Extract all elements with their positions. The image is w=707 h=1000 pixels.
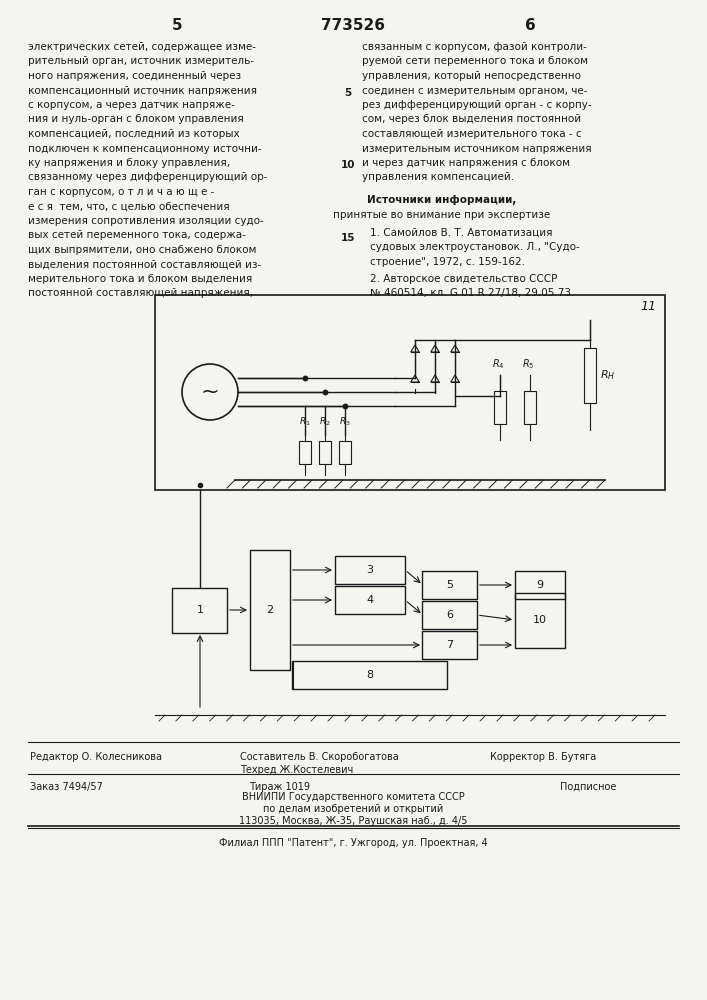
Text: с корпусом, а через датчик напряже-: с корпусом, а через датчик напряже- (28, 100, 235, 110)
Text: $R_5$: $R_5$ (522, 357, 534, 371)
Text: судовых электроустановок. Л., "Судо-: судовых электроустановок. Л., "Судо- (370, 242, 580, 252)
Text: рительный орган, источник измеритель-: рительный орган, источник измеритель- (28, 56, 254, 66)
Bar (250, 550, 290, 670)
Text: и через датчик напряжения с блоком: и через датчик напряжения с блоком (362, 158, 570, 168)
Bar (155, 295, 665, 490)
Text: 5: 5 (344, 88, 351, 98)
Text: Тираж 1019: Тираж 1019 (250, 782, 310, 792)
Bar (524, 391, 536, 424)
Bar (515, 592, 565, 648)
Text: Корректор В. Бутяга: Корректор В. Бутяга (490, 752, 596, 762)
Text: $R_1$: $R_1$ (299, 415, 311, 428)
Text: ния и нуль-орган с блоком управления: ния и нуль-орган с блоком управления (28, 114, 244, 124)
Text: сом, через блок выделения постоянной: сом, через блок выделения постоянной (362, 114, 581, 124)
Bar (335, 556, 405, 584)
Bar (515, 571, 565, 599)
Bar (494, 391, 506, 424)
Text: соединен с измерительным органом, че-: соединен с измерительным органом, че- (362, 86, 588, 96)
Text: Составитель В. Скоробогатова: Составитель В. Скоробогатова (240, 752, 399, 762)
Text: 15: 15 (341, 233, 355, 243)
Bar (423, 571, 477, 599)
Text: компенсационный источник напряжения: компенсационный источник напряжения (28, 86, 257, 96)
Text: принятые во внимание при экспертизе: принятые во внимание при экспертизе (334, 210, 551, 220)
Text: строение", 1972, с. 159-162.: строение", 1972, с. 159-162. (370, 257, 525, 267)
Text: Техред Ж.Костелевич: Техред Ж.Костелевич (240, 765, 354, 775)
Text: 5: 5 (172, 17, 182, 32)
Text: ~: ~ (201, 382, 219, 402)
Text: 10: 10 (341, 160, 355, 170)
Bar (423, 601, 477, 629)
Text: мерительного тока и блоком выделения: мерительного тока и блоком выделения (28, 274, 252, 284)
Text: руемой сети переменного тока и блоком: руемой сети переменного тока и блоком (362, 56, 588, 66)
Text: 6: 6 (525, 17, 535, 32)
Text: $R_H$: $R_H$ (600, 368, 615, 382)
Text: e с я  тем, что, с целью обеспечения: e с я тем, что, с целью обеспечения (28, 202, 230, 212)
Text: 7: 7 (446, 640, 454, 650)
Bar (335, 586, 405, 614)
Text: измерения сопротивления изоляции судо-: измерения сопротивления изоляции судо- (28, 216, 264, 226)
Text: 113035, Москва, Ж-35, Раушская наб., д. 4/5: 113035, Москва, Ж-35, Раушская наб., д. … (239, 816, 467, 826)
Text: связанным с корпусом, фазой контроли-: связанным с корпусом, фазой контроли- (362, 42, 587, 52)
Bar (293, 661, 448, 689)
Text: составляющей измерительного тока - с: составляющей измерительного тока - с (362, 129, 582, 139)
Text: 11: 11 (640, 300, 656, 313)
Text: № 460514, кл. G 01 R 27/18, 29.05.73.: № 460514, кл. G 01 R 27/18, 29.05.73. (370, 288, 574, 298)
Bar (173, 587, 228, 633)
Text: 1: 1 (197, 605, 204, 615)
Text: 4: 4 (366, 595, 373, 605)
Text: Подписное: Подписное (560, 782, 617, 792)
Text: Филиал ППП "Патент", г. Ужгород, ул. Проектная, 4: Филиал ППП "Патент", г. Ужгород, ул. Про… (218, 838, 487, 848)
Text: электрических сетей, содержащее изме-: электрических сетей, содержащее изме- (28, 42, 256, 52)
Text: выделения постоянной составляющей из-: выделения постоянной составляющей из- (28, 259, 262, 269)
Text: 5: 5 (447, 580, 453, 590)
Text: управления компенсацией.: управления компенсацией. (362, 172, 514, 182)
Text: постоянной составляющей напряжения,: постоянной составляющей напряжения, (28, 288, 253, 298)
Text: 2. Авторское свидетельство СССР: 2. Авторское свидетельство СССР (370, 273, 557, 284)
Bar (584, 348, 596, 402)
Bar (319, 441, 331, 464)
Text: $R_3$: $R_3$ (339, 415, 351, 428)
Text: щих выпрямители, оно снабжено блоком: щих выпрямители, оно снабжено блоком (28, 245, 257, 255)
Text: Заказ 7494/57: Заказ 7494/57 (30, 782, 103, 792)
Text: рез дифференцирующий орган - с корпу-: рез дифференцирующий орган - с корпу- (362, 100, 592, 110)
Bar (423, 631, 477, 659)
Text: 773526: 773526 (321, 17, 385, 32)
Bar (299, 441, 311, 464)
Text: Редактор О. Колесникова: Редактор О. Колесникова (30, 752, 162, 762)
Text: Источники информации,: Источники информации, (368, 195, 517, 205)
Text: 9: 9 (537, 580, 544, 590)
Text: компенсацией, последний из которых: компенсацией, последний из которых (28, 129, 240, 139)
Text: подключен к компенсационному источни-: подключен к компенсационному источни- (28, 143, 262, 153)
Text: ган с корпусом, о т л и ч а ю щ е -: ган с корпусом, о т л и ч а ю щ е - (28, 187, 214, 197)
Text: ВНИИПИ Государственного комитета СССР: ВНИИПИ Государственного комитета СССР (242, 792, 464, 802)
Text: измерительным источником напряжения: измерительным источником напряжения (362, 143, 592, 153)
Text: связанному через дифференцирующий ор-: связанному через дифференцирующий ор- (28, 172, 267, 182)
Text: 8: 8 (366, 670, 373, 680)
Text: $R_4$: $R_4$ (491, 357, 504, 371)
Text: управления, который непосредственно: управления, который непосредственно (362, 71, 581, 81)
Text: 3: 3 (366, 565, 373, 575)
Text: ного напряжения, соединенный через: ного напряжения, соединенный через (28, 71, 241, 81)
Text: ку напряжения и блоку управления,: ку напряжения и блоку управления, (28, 158, 230, 168)
Text: 1. Самойлов В. Т. Автоматизация: 1. Самойлов В. Т. Автоматизация (370, 228, 552, 238)
Text: по делам изобретений и открытий: по делам изобретений и открытий (263, 804, 443, 814)
Text: 6: 6 (447, 610, 453, 620)
Text: 2: 2 (267, 605, 274, 615)
Text: $R_2$: $R_2$ (319, 415, 331, 428)
Text: вых сетей переменного тока, содержа-: вых сетей переменного тока, содержа- (28, 231, 246, 240)
Bar (339, 441, 351, 464)
Text: 10: 10 (533, 615, 547, 625)
